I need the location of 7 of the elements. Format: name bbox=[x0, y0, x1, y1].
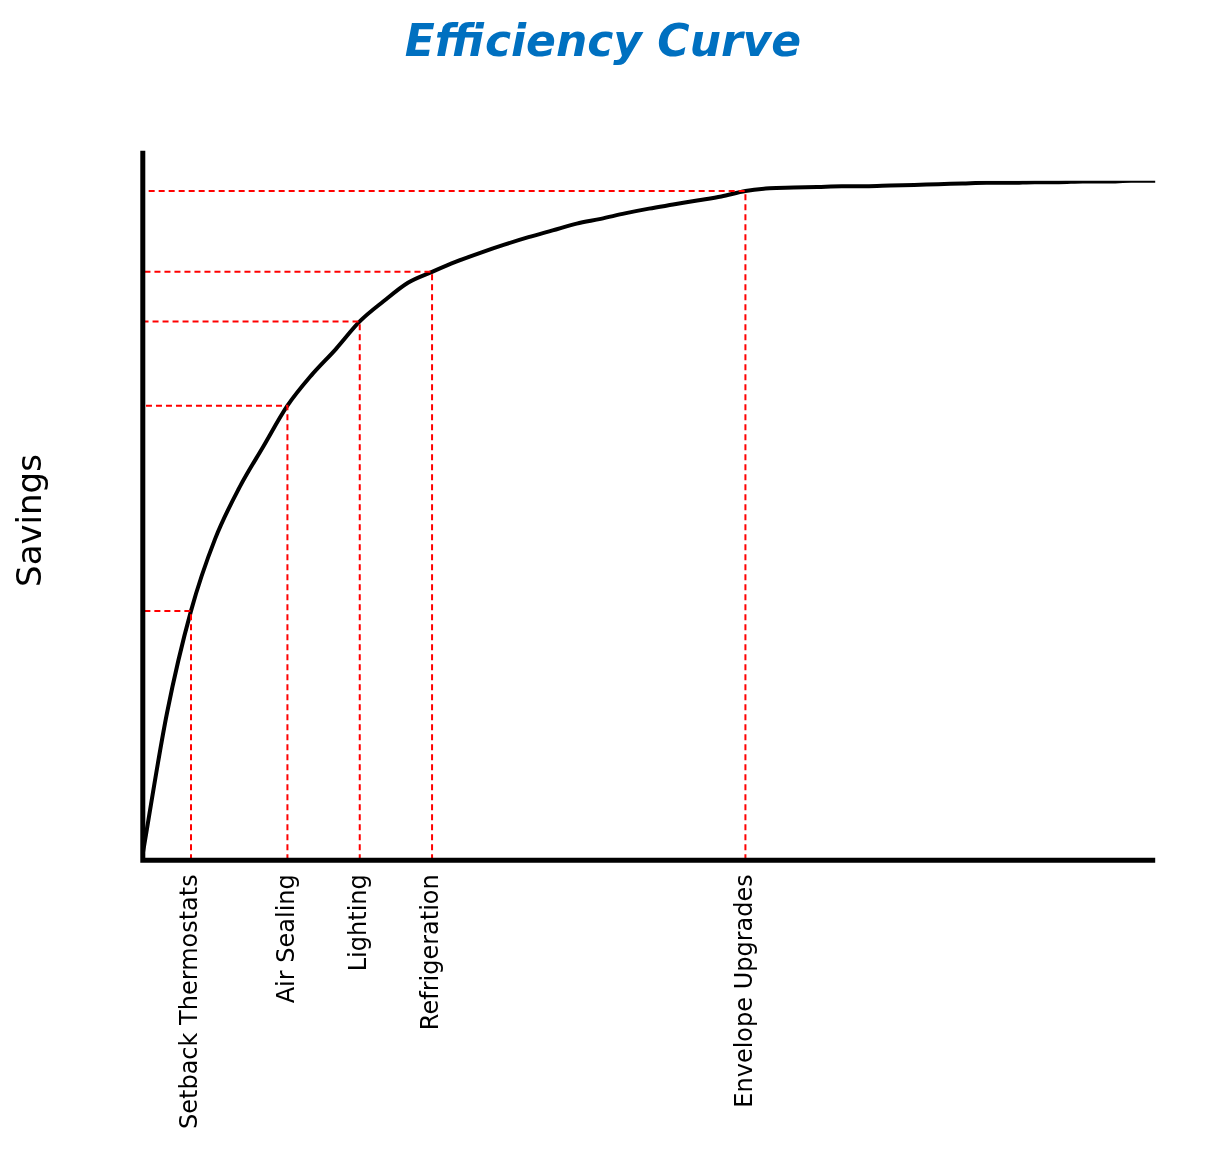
x-tick-label: Envelope Upgrades bbox=[729, 874, 758, 1108]
x-tick-label: Lighting bbox=[343, 874, 372, 972]
x-tick-label: Setback Thermostats bbox=[175, 874, 204, 1130]
y-axis-title: Savings bbox=[9, 454, 50, 587]
x-tick-label: Air Sealing bbox=[271, 874, 300, 1004]
chart-title: Efficiency Curve bbox=[404, 14, 802, 66]
x-tick-label: Refrigeration bbox=[416, 874, 445, 1031]
